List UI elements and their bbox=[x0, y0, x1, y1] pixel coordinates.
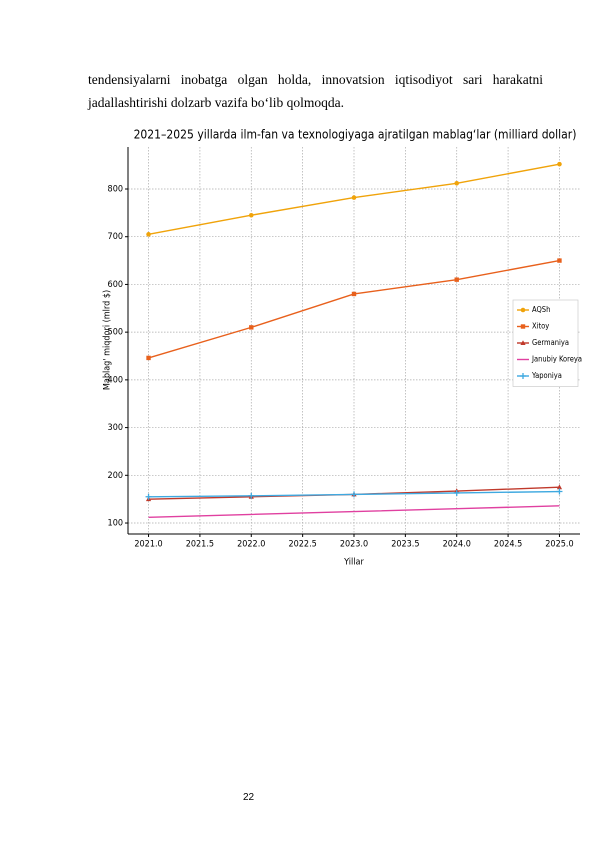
y-tick-label: 100 bbox=[108, 519, 123, 529]
marker bbox=[520, 340, 526, 345]
y-tick-label: 700 bbox=[108, 232, 123, 242]
legend-label: Janubiy Koreya bbox=[531, 355, 582, 364]
marker bbox=[351, 291, 357, 297]
x-axis-label: Yillar bbox=[343, 558, 364, 568]
series-line bbox=[148, 505, 560, 518]
marker bbox=[453, 489, 460, 496]
x-tick-label: 2021.0 bbox=[134, 540, 162, 550]
marker bbox=[454, 277, 459, 282]
y-tick-label: 800 bbox=[108, 184, 123, 194]
text-line: jadallashtirishi dolzarb vazifa bo‘lib q… bbox=[88, 95, 345, 110]
x-tick-label: 2024.5 bbox=[494, 540, 522, 550]
y-tick-label: 400 bbox=[108, 375, 123, 385]
marker bbox=[556, 484, 563, 490]
marker bbox=[249, 325, 254, 330]
marker bbox=[146, 232, 151, 237]
marker bbox=[520, 373, 526, 379]
marker bbox=[351, 195, 357, 200]
y-axis-label: Mablag' miqdori (mlrd $) bbox=[103, 290, 113, 390]
text-line: tendensiyalarni inobatga olgan holda, in… bbox=[88, 72, 543, 87]
marker bbox=[146, 355, 151, 361]
x-tick-label: 2021.5 bbox=[186, 540, 214, 550]
y-tick-label: 600 bbox=[108, 280, 123, 290]
legend-label: Xitoy bbox=[532, 322, 549, 331]
page-number: 22 bbox=[243, 792, 255, 803]
x-tick-label: 2022.0 bbox=[237, 540, 265, 550]
marker bbox=[557, 258, 562, 263]
marker bbox=[520, 324, 526, 329]
marker bbox=[556, 488, 563, 495]
chart-title: 2021–2025 yillarda ilm-fan va texnologiy… bbox=[134, 128, 577, 142]
x-tick-label: 2024.0 bbox=[443, 540, 471, 550]
marker bbox=[248, 492, 255, 499]
y-tick-label: 300 bbox=[108, 423, 123, 433]
chart: 2021–2025 yillarda ilm-fan va texnologiy… bbox=[103, 128, 583, 568]
marker bbox=[145, 493, 152, 500]
marker bbox=[454, 180, 460, 186]
y-tick-label: 500 bbox=[108, 328, 123, 338]
x-tick-label: 2025.0 bbox=[545, 540, 573, 550]
marker bbox=[520, 307, 526, 313]
legend-label: Germaniya bbox=[532, 338, 569, 347]
marker bbox=[351, 491, 357, 498]
x-tick-label: 2023.5 bbox=[391, 540, 419, 550]
marker bbox=[248, 212, 254, 218]
x-tick-label: 2023.0 bbox=[340, 540, 368, 550]
marker bbox=[557, 161, 562, 167]
legend-label: Yaponiya bbox=[531, 371, 562, 380]
legend-label: AQSh bbox=[532, 305, 550, 314]
x-tick-label: 2022.5 bbox=[288, 540, 316, 550]
y-tick-label: 200 bbox=[108, 471, 123, 481]
